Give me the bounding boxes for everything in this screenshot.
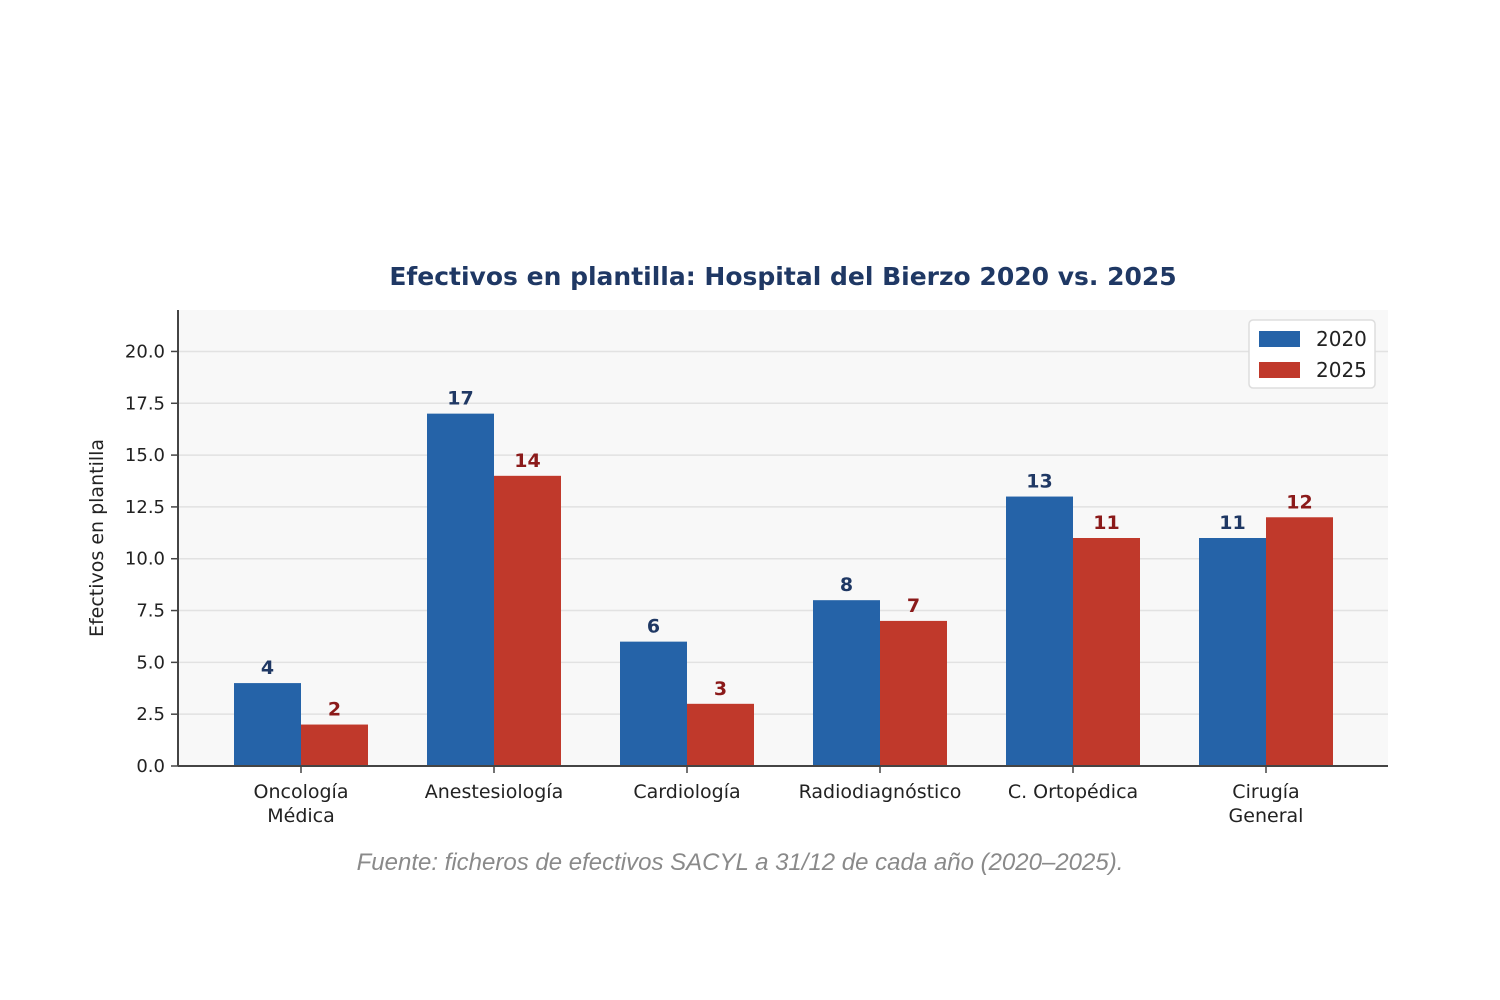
y-axis-label: Efectivos en plantilla	[86, 439, 108, 637]
x-tick-label: Cardiología	[633, 781, 740, 803]
bar-2025-5	[1266, 517, 1333, 766]
legend-label-2020: 2020	[1316, 327, 1367, 351]
bar-2025-2	[687, 703, 754, 766]
chart-title: Efectivos en plantilla: Hospital del Bie…	[389, 262, 1176, 291]
bar-2025-3	[880, 620, 947, 766]
y-tick-label: 0.0	[136, 756, 165, 777]
bar-2025-0	[301, 724, 368, 766]
bar-2020-3	[813, 600, 880, 766]
y-tick-label: 15.0	[125, 445, 165, 466]
data-label-2020-1: 17	[447, 388, 473, 410]
y-tick-label: 17.5	[125, 393, 165, 414]
bar-2020-4	[1006, 496, 1073, 766]
bar-2020-5	[1199, 538, 1266, 766]
data-label-2025-3: 7	[907, 595, 920, 617]
bar-2020-0	[234, 683, 301, 766]
x-tick-label: General	[1229, 805, 1304, 827]
y-tick-label: 12.5	[125, 497, 165, 518]
y-tick-label: 5.0	[136, 652, 165, 673]
axes: 0.0 2.5 5.0 7.5 10.0 12.5 15.0 17.5 20.0 Oncologí…	[125, 310, 1388, 827]
data-label-2025-1: 14	[514, 450, 540, 472]
source-note: Fuente: ficheros de efectivos SACYL a 31…	[357, 849, 1124, 876]
bar-2025-1	[494, 475, 561, 766]
x-tick-label: Cirugía	[1232, 781, 1299, 803]
bars	[234, 413, 1333, 766]
x-tick-label: Anestesiología	[425, 781, 563, 803]
legend-label-2025: 2025	[1316, 358, 1367, 382]
legend-swatch-2025	[1259, 362, 1300, 378]
data-label-2020-2: 6	[647, 616, 660, 638]
data-label-2020-5: 11	[1219, 512, 1245, 534]
y-tick-label: 2.5	[136, 704, 165, 725]
data-label-2020-0: 4	[261, 657, 274, 679]
legend-swatch-2020	[1259, 331, 1300, 347]
data-label-2025-4: 11	[1093, 512, 1119, 534]
x-tick-label: Oncología	[254, 781, 349, 803]
bar-2025-4	[1073, 538, 1140, 766]
bar-2020-1	[427, 413, 494, 766]
data-label-2025-0: 2	[328, 699, 341, 721]
x-tick-label: Médica	[267, 805, 335, 827]
plot-area	[178, 310, 1388, 766]
data-label-2025-2: 3	[714, 678, 727, 700]
y-tick-label: 20.0	[125, 341, 165, 362]
y-tick-label: 7.5	[136, 601, 165, 622]
data-label-2020-4: 13	[1026, 471, 1052, 493]
y-tick-label: 10.0	[125, 549, 165, 570]
bar-2020-2	[620, 641, 687, 766]
data-label-2020-3: 8	[840, 574, 853, 596]
legend: 2020 2025	[1248, 319, 1376, 389]
data-label-2025-5: 12	[1286, 491, 1312, 513]
x-tick-label: C. Ortopédica	[1008, 781, 1138, 803]
x-tick-label: Radiodiagnóstico	[799, 781, 962, 803]
value-labels: 4 2 17 14 6 3 8 7 13 11 11 12	[261, 388, 1313, 721]
